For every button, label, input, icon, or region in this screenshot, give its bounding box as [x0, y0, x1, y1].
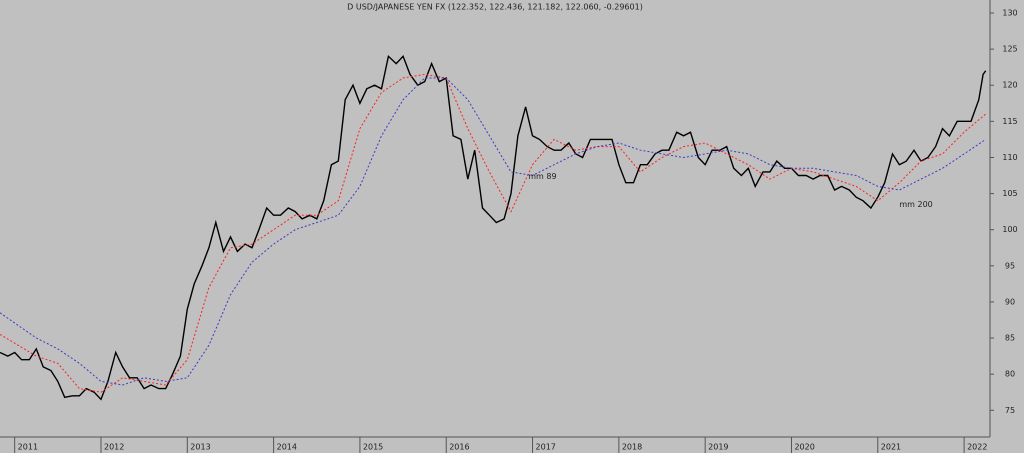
x-tick-label: 2011: [18, 443, 38, 452]
x-tick-label: 2017: [536, 443, 556, 452]
series-line: [0, 73, 987, 393]
x-tick-label: 2013: [190, 443, 210, 452]
x-tick-label: 2016: [449, 443, 469, 452]
series-line: [0, 77, 986, 386]
y-tick-label: 95: [1005, 261, 1015, 270]
x-tick-label: 2018: [622, 443, 642, 452]
series-line: [0, 54, 987, 401]
y-tick-label: 125: [1002, 45, 1017, 54]
y-tick-label: 90: [1005, 297, 1015, 306]
y-tick-label: 120: [1002, 81, 1017, 90]
y-tick-label: 130: [1002, 9, 1017, 18]
y-tick-label: 75: [1005, 406, 1015, 415]
y-tick-label: 105: [1002, 189, 1017, 198]
x-tick-label: 2015: [363, 443, 383, 452]
y-tick-label: 100: [1002, 225, 1017, 234]
x-tick-label: 2021: [881, 443, 901, 452]
chart-title: D USD/JAPANESE YEN FX (122.352, 122.436,…: [347, 3, 643, 12]
x-tick-label: 2012: [104, 443, 124, 452]
x-tick-label: 2020: [794, 443, 814, 452]
y-tick-label: 80: [1005, 370, 1015, 379]
y-tick-label: 85: [1005, 334, 1015, 343]
y-tick-label: 115: [1002, 117, 1017, 126]
y-tick-label: 110: [1002, 153, 1017, 162]
series-label: mm 89: [528, 172, 556, 181]
series-label: mm 200: [899, 200, 932, 209]
x-tick-label: 2022: [967, 443, 987, 452]
x-tick-label: 2019: [708, 443, 728, 452]
x-tick-label: 2014: [277, 443, 297, 452]
